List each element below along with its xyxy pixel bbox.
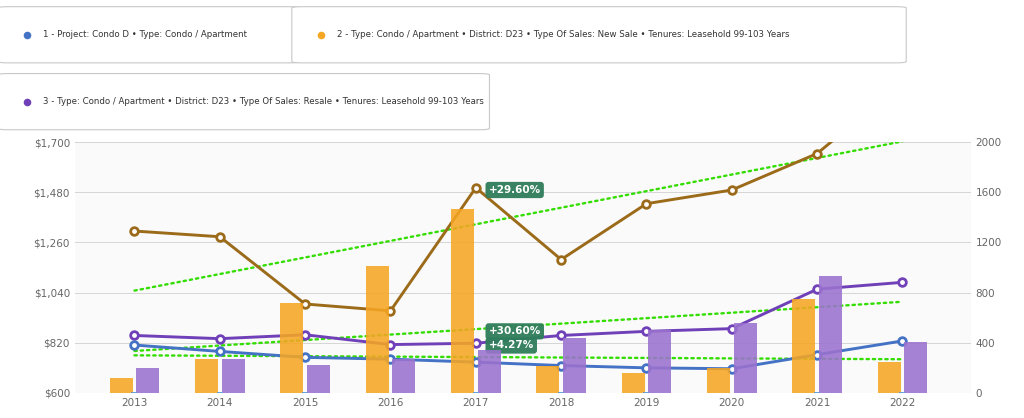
Bar	[819, 276, 842, 393]
FancyBboxPatch shape	[0, 7, 300, 63]
Text: +29.60%: +29.60%	[488, 185, 541, 195]
Bar	[196, 359, 218, 393]
Bar	[563, 338, 586, 393]
Bar	[302, 392, 308, 393]
Bar	[733, 323, 757, 393]
Bar	[558, 392, 564, 393]
Bar	[110, 378, 133, 393]
Bar	[136, 368, 160, 393]
Bar	[281, 303, 303, 393]
Text: +30.60%: +30.60%	[488, 326, 541, 336]
Bar	[622, 374, 645, 393]
FancyBboxPatch shape	[0, 74, 489, 130]
Bar	[221, 359, 245, 393]
Text: 1 - Project: Condo D • Type: Condo / Apartment: 1 - Project: Condo D • Type: Condo / Apa…	[43, 30, 247, 39]
Text: 3 - Type: Condo / Apartment • District: D23 • Type Of Sales: Resale • Tenures: L: 3 - Type: Condo / Apartment • District: …	[43, 97, 484, 106]
Bar	[793, 299, 815, 393]
Text: +4.27%: +4.27%	[488, 341, 534, 351]
Bar	[708, 368, 730, 393]
FancyBboxPatch shape	[292, 7, 906, 63]
Bar	[814, 392, 820, 393]
Bar	[366, 266, 389, 393]
Bar	[648, 330, 672, 393]
Bar	[477, 350, 501, 393]
Bar	[392, 359, 416, 393]
Bar	[307, 364, 330, 393]
Bar	[473, 392, 479, 393]
Bar	[904, 342, 928, 393]
Text: 2 - Type: Condo / Apartment • District: D23 • Type Of Sales: New Sale • Tenures:: 2 - Type: Condo / Apartment • District: …	[337, 30, 790, 39]
Bar	[878, 362, 901, 393]
Bar	[537, 366, 559, 393]
Bar	[452, 209, 474, 393]
Bar	[131, 392, 137, 393]
